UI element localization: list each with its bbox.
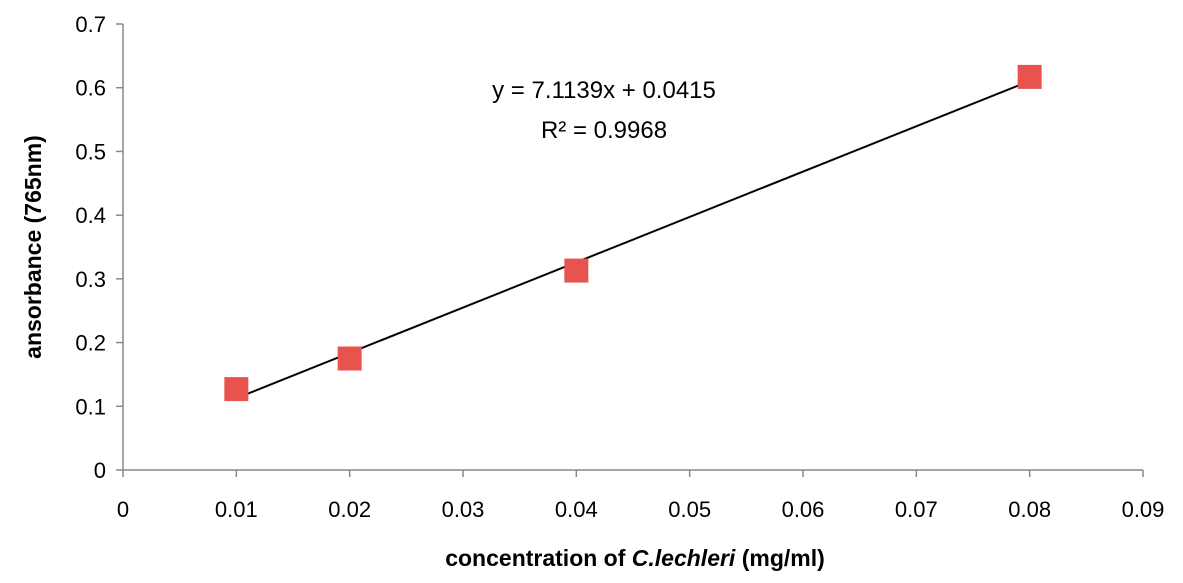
x-axis-title-units: (mg/ml) [735, 545, 824, 571]
y-axis-title: ansorbance (765nm) [20, 135, 46, 359]
trendline-equation: y = 7.1139x + 0.0415 [492, 77, 716, 104]
x-axis-title-prefix: concentration of [445, 545, 632, 571]
x-tick-label: 0.06 [782, 497, 825, 522]
data-point-marker [1017, 64, 1042, 89]
x-tick-label: 0.01 [215, 497, 258, 522]
data-points [224, 64, 1042, 402]
y-tick-label: 0.5 [75, 139, 106, 164]
x-tick-label: 0.09 [1122, 497, 1165, 522]
x-tick-label: 0.02 [328, 497, 371, 522]
r-squared-label: R² = 0.9968 [541, 117, 667, 144]
y-tick-label: 0.1 [75, 394, 106, 419]
x-tick-label: 0.03 [442, 497, 485, 522]
x-axis-title-species: C.lechleri [632, 545, 736, 571]
trendline-layer [235, 80, 1031, 400]
linear-trendline [235, 80, 1031, 400]
tick-labels: 0 0.1 0.2 0.3 0.4 0.5 0.6 0.7 0 0.01 0.02 0.03 0.04 0… [75, 12, 1164, 522]
x-axis-title: concentration of C.lechleri (mg/ml) [445, 545, 825, 571]
x-tick-label: 0 [117, 497, 129, 522]
x-tick-label: 0.07 [895, 497, 938, 522]
x-tick-label: 0.08 [1008, 497, 1051, 522]
y-tick-label: 0.7 [75, 12, 106, 37]
data-point-marker [337, 346, 362, 371]
y-tick-label: 0.3 [75, 267, 106, 292]
x-tick-label: 0.04 [555, 497, 598, 522]
y-tick-label: 0.2 [75, 331, 106, 356]
y-tick-label: 0 [94, 458, 106, 483]
y-tick-label: 0.6 [75, 76, 106, 101]
axes [116, 23, 1144, 477]
x-tick-label: 0.05 [668, 497, 711, 522]
data-point-marker [224, 377, 249, 402]
data-point-marker [564, 258, 589, 283]
y-tick-label: 0.4 [75, 203, 106, 228]
